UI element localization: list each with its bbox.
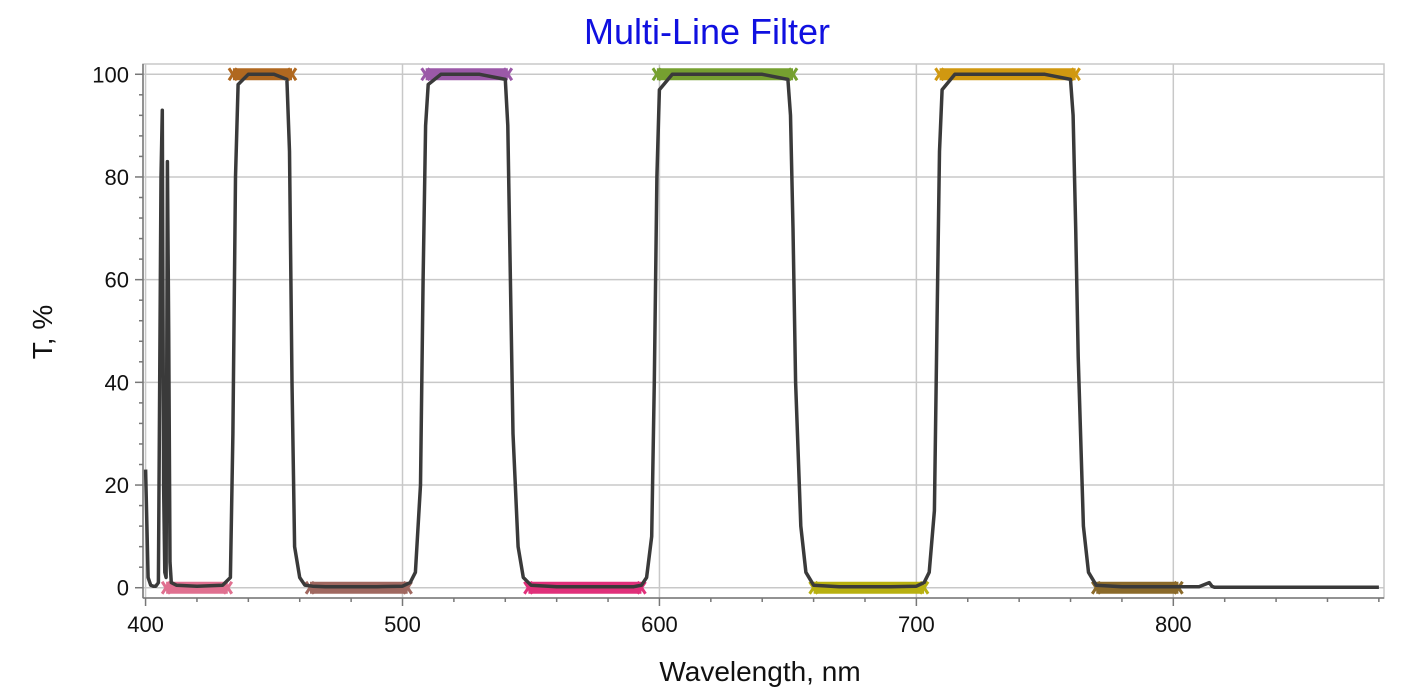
band-marker-start xyxy=(227,67,239,82)
band-marker-end xyxy=(787,67,799,82)
band-marker-start xyxy=(420,67,431,82)
y-tick-label: 60 xyxy=(105,268,129,293)
band-marker-start xyxy=(934,67,945,82)
x-tick-label: 500 xyxy=(384,612,421,637)
band-marker-start xyxy=(651,67,663,82)
x-tick-label: 800 xyxy=(1155,612,1192,637)
x-tick-label: 700 xyxy=(898,612,935,637)
chart-title: Multi-Line Filter xyxy=(584,11,830,52)
y-axis-label: T, % xyxy=(27,305,58,359)
band-marker-start xyxy=(304,580,316,595)
y-tick-label: 20 xyxy=(105,473,129,498)
y-tick-label: 0 xyxy=(117,576,129,601)
x-tick-label: 600 xyxy=(641,612,678,637)
band-markers xyxy=(160,67,1184,595)
band-marker-start xyxy=(160,580,172,595)
transmission-curve xyxy=(143,72,1379,589)
band-marker-end xyxy=(1070,67,1081,82)
y-tick-label: 100 xyxy=(92,62,129,87)
band-marker-end xyxy=(286,67,298,82)
curve-layer xyxy=(143,72,1379,589)
x-axis-label: Wavelength, nm xyxy=(659,656,860,687)
y-tick-label: 80 xyxy=(105,165,129,190)
plot-frame xyxy=(142,63,1385,599)
y-tick-label: 40 xyxy=(105,370,129,395)
grid xyxy=(142,63,1385,599)
x-tick-label: 400 xyxy=(127,612,164,637)
axes: 400 500 600 700 800 0 20 40 60 80 100 xyxy=(92,62,1384,637)
